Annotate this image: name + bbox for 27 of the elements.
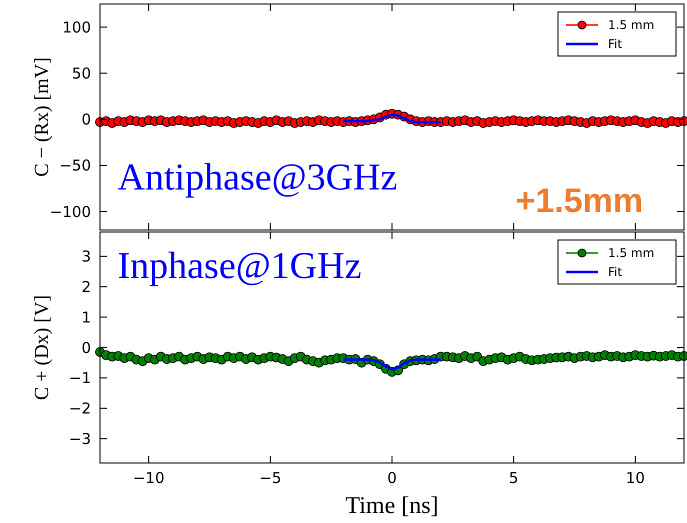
legend-label: Fit [608, 37, 622, 52]
annotation: +1.5mm [516, 182, 644, 220]
legend-label: Fit [608, 265, 622, 280]
y-tick-label: 50 [72, 64, 91, 82]
legend-label: 1.5 mm [608, 18, 654, 32]
y-tick-label: 0 [81, 110, 91, 129]
x-tick-label: 0 [387, 469, 397, 487]
y-tick-label: −100 [50, 202, 91, 221]
y-tick-label: −50 [59, 156, 91, 175]
y-tick-label: 1 [81, 308, 91, 326]
x-tick-label: 5 [508, 469, 518, 487]
y-tick-label: 100 [62, 18, 91, 36]
y-tick-label: −3 [68, 430, 91, 448]
y-axis-title: C + (Dx) [V] [31, 294, 53, 400]
annotation: Antiphase@3GHz [118, 156, 398, 198]
x-tick-label: −10 [132, 469, 164, 487]
y-tick-label: −2 [68, 400, 91, 418]
x-tick-label: 10 [626, 469, 645, 487]
x-tick-label: −5 [259, 469, 282, 487]
annotation: Inphase@1GHz [118, 245, 362, 288]
y-axis-title: C − (Rx) [mV] [31, 57, 53, 177]
y-tick-label: −1 [68, 369, 91, 388]
x-axis-title: Time [ns] [345, 493, 439, 519]
legend-label: 1.5 mm [608, 246, 654, 260]
y-tick-label: 3 [81, 248, 91, 266]
y-tick-label: 0 [81, 338, 91, 357]
y-tick-label: 2 [81, 278, 91, 296]
